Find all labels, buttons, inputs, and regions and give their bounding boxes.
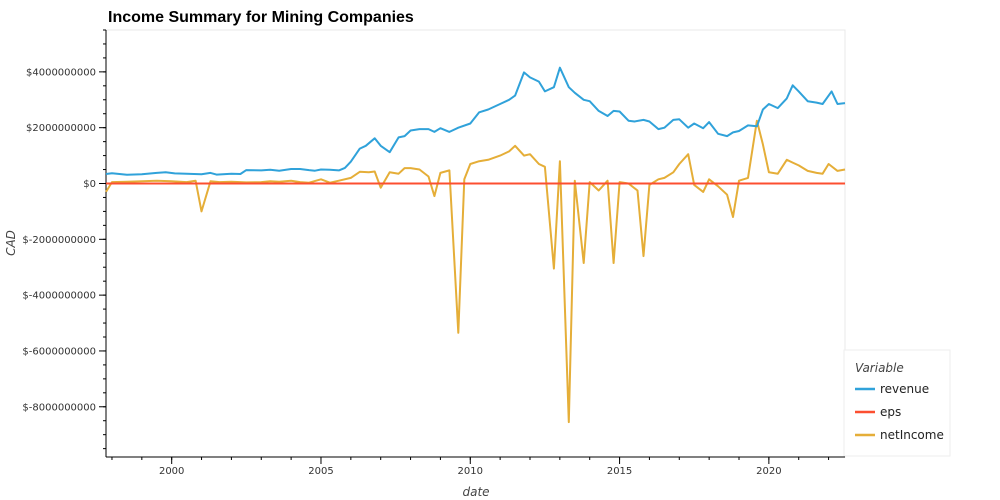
series-line-revenue <box>105 66 846 176</box>
x-tick-label: 2010 <box>458 466 483 477</box>
y-tick-label: $2000000000 <box>26 123 96 134</box>
x-tick-label: 2005 <box>308 466 333 477</box>
x-axis-label: date <box>462 485 489 499</box>
x-tick-label: 2015 <box>607 466 632 477</box>
y-tick-label: $4000000000 <box>26 67 96 78</box>
x-tick-label: 2020 <box>756 466 781 477</box>
series-line-netIncome <box>105 119 846 424</box>
legend-label-eps: eps <box>880 405 901 419</box>
x-tick-label: 2000 <box>159 466 184 477</box>
y-tick-label: $0 <box>83 179 96 190</box>
y-tick-label: $-2000000000 <box>22 235 96 246</box>
legend: Variable revenue eps netIncome <box>843 349 951 457</box>
x-axis: 2000 2005 2010 2015 2020 <box>106 456 845 477</box>
legend-title: Variable <box>855 361 904 375</box>
y-axis: $4000000000 $2000000000 $0 $-2000000000 $-40… <box>22 29 107 457</box>
legend-label-netIncome: netIncome <box>880 428 944 442</box>
legend-label-revenue: revenue <box>880 382 929 396</box>
chart-title: Income Summary for Mining Companies <box>108 9 414 26</box>
y-tick-label: $-8000000000 <box>22 402 96 413</box>
y-axis-label: CAD <box>4 230 18 256</box>
series-layer <box>105 66 846 424</box>
legend-box <box>843 349 951 457</box>
y-tick-label: $-6000000000 <box>22 346 96 357</box>
y-tick-label: $-4000000000 <box>22 291 96 302</box>
